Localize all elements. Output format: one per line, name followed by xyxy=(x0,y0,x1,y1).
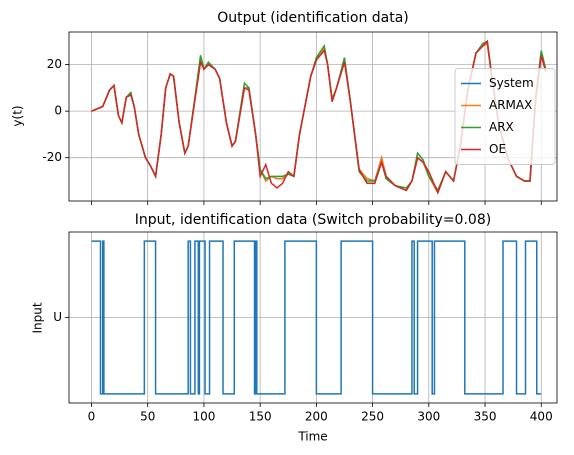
x-tick-label: 400 xyxy=(530,410,553,424)
y-tick-label: -20 xyxy=(42,150,62,164)
x-tick-label: 300 xyxy=(417,410,440,424)
chart-title: Output (identification data) xyxy=(217,10,409,26)
x-tick-label: 50 xyxy=(140,410,155,424)
y-tick-label: 20 xyxy=(47,57,62,71)
y-tick-label: U xyxy=(53,310,62,324)
plot-frame xyxy=(68,31,558,202)
legend: System ARMAX ARX OE xyxy=(454,68,556,165)
series-line xyxy=(91,240,542,395)
x-tick-label: 350 xyxy=(474,410,497,424)
x-tick-label: 100 xyxy=(192,410,215,424)
plot-frame xyxy=(68,231,558,404)
y-tick-label: 0 xyxy=(54,104,62,118)
legend-label: ARX xyxy=(489,120,514,134)
legend-label: System xyxy=(489,76,534,90)
y-axis-label: Input xyxy=(31,302,45,333)
legend-label: OE xyxy=(489,142,506,156)
x-tick-label: 0 xyxy=(88,410,96,424)
legend-box xyxy=(454,68,556,165)
legend-label: ARMAX xyxy=(489,98,532,112)
x-tick-label: 150 xyxy=(249,410,272,424)
y-axis-label: y(t) xyxy=(11,105,25,126)
chart-title: Input, identification data (Switch proba… xyxy=(135,212,491,228)
x-tick-label: 200 xyxy=(305,410,328,424)
x-axis-label: Time xyxy=(297,430,327,444)
x-tick-label: 250 xyxy=(361,410,384,424)
